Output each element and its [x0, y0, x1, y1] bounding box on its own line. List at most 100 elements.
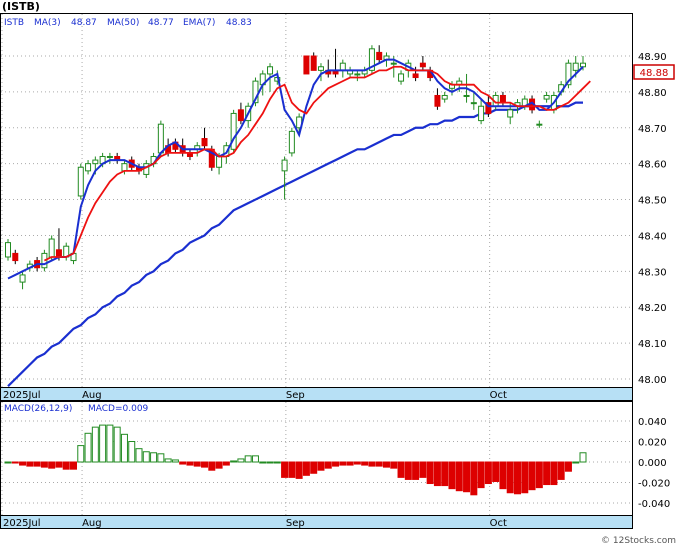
candle-body-down [310, 55, 317, 71]
price-y-tick-label: 48.00 [638, 375, 667, 386]
candle-body-up [470, 102, 477, 105]
candle-body-down [412, 73, 419, 79]
price-y-tick-label: 48.80 [638, 88, 667, 99]
candle-body-up [157, 123, 164, 154]
macd-bar-positive [273, 461, 281, 464]
candle-body-up [441, 94, 448, 100]
legend-ema7-label: EMA(7) [183, 18, 215, 28]
candle-body-down [201, 138, 208, 147]
macd-bar-negative [550, 461, 558, 486]
candle-body-up [580, 62, 586, 68]
ma3-line [7, 58, 584, 280]
candle [310, 52, 317, 71]
macd-date-axis-band [0, 515, 633, 529]
candle [368, 45, 375, 74]
macd-bar-negative [564, 461, 572, 472]
candle [412, 66, 419, 82]
candle [376, 45, 383, 64]
candle-body-down [55, 249, 62, 258]
candle-body-up [267, 66, 274, 75]
macd-bar-positive [84, 432, 92, 463]
macd-bar-negative [19, 461, 27, 466]
candle-body-up [5, 242, 11, 258]
candle-body-up [106, 155, 113, 158]
candle-body-down [237, 109, 244, 122]
macd-bar-positive [99, 424, 107, 463]
candle [201, 127, 208, 150]
candle-body-up [543, 94, 550, 100]
macd-bar-negative [353, 461, 361, 465]
macd-bar-positive [142, 451, 150, 463]
macd-bar-negative [346, 461, 354, 466]
macd-bar-negative [390, 461, 398, 469]
macd-bar-negative [368, 461, 376, 467]
price-x-tick-label: Aug [82, 390, 102, 401]
macd-bar-negative [557, 461, 565, 480]
price-panel [0, 13, 633, 388]
macd-bar-negative [40, 461, 48, 468]
macd-bar-negative [404, 461, 412, 480]
candles [5, 45, 586, 290]
candle-body-up [230, 112, 237, 150]
candle [230, 109, 237, 153]
macd-bar-negative [302, 461, 310, 476]
macd-bar-negative [317, 461, 325, 471]
macd-bar-negative [397, 461, 405, 478]
price-y-tick-label: 48.20 [638, 303, 667, 314]
candle-body-up [368, 48, 375, 71]
macd-bar-negative [543, 461, 551, 486]
price-x-tick-label: Oct [490, 390, 507, 401]
macd-y-tick-label: 0.040 [638, 417, 667, 428]
macd-bar-positive [244, 455, 252, 463]
candle-body-up [216, 155, 223, 168]
macd-bar-negative [463, 461, 471, 493]
legend-symbol: ISTB [4, 18, 24, 28]
candle-body-up [339, 62, 346, 71]
macd-bar-positive [128, 441, 136, 463]
macd-bar-positive [4, 461, 12, 464]
macd-bar-negative [528, 461, 536, 491]
price-legend: ISTB MA(3) 48.87 MA(50) 48.77 EMA(7) 48.… [4, 18, 252, 28]
candle-body-up [317, 66, 324, 71]
candle [470, 91, 477, 110]
macd-x-tick-label: Sep [286, 518, 305, 529]
candle-body-up [121, 163, 128, 172]
macd-bar-negative [11, 461, 19, 464]
macd-y-tick-label: 0.000 [638, 458, 667, 469]
candle-body-down [303, 55, 310, 75]
macd-bar-positive [579, 452, 587, 463]
macd-bar-negative [412, 461, 420, 480]
candle [19, 271, 26, 290]
macd-bar-negative [470, 461, 478, 496]
price-y-tick-label: 48.90 [638, 52, 667, 63]
macd-bar-negative [535, 461, 543, 489]
legend-ema7-value: 48.83 [226, 18, 252, 28]
macd-bar-negative [55, 461, 63, 468]
macd-bar-negative [513, 461, 521, 495]
macd-bar-negative [33, 461, 41, 467]
candle-body-down [376, 51, 383, 61]
candle [419, 56, 426, 71]
candle-body-up [507, 109, 514, 118]
ticker-title: (ISTB) [2, 0, 40, 13]
macd-bar-negative [448, 461, 456, 490]
candle [252, 77, 259, 107]
candle-body-up [463, 94, 470, 97]
candle [434, 88, 441, 110]
macd-bar-negative [419, 461, 427, 478]
candle [5, 239, 11, 261]
candle [288, 127, 295, 157]
macd-bar-negative [455, 461, 463, 492]
macd-x-tick-label: Oct [490, 518, 507, 529]
candle [237, 102, 244, 125]
macd-bar-negative [215, 461, 223, 469]
price-y-tick-label: 48.60 [638, 160, 667, 171]
macd-bar-negative [201, 461, 209, 468]
macd-bar-negative [506, 461, 514, 494]
last-price-value: 48.88 [640, 68, 669, 79]
candle [106, 152, 113, 164]
candle [441, 91, 448, 103]
macd-bar-negative [324, 461, 332, 469]
macd-bar-positive [91, 426, 99, 463]
macd-bar-negative [186, 461, 194, 466]
